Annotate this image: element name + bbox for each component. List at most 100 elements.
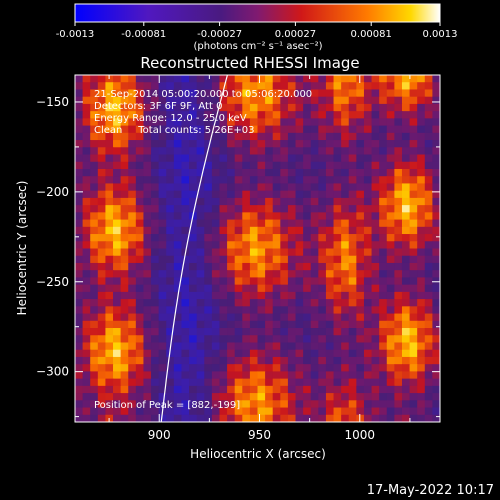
heatmap-cell: [257, 255, 266, 264]
heatmap-cell: [105, 255, 114, 264]
heatmap-cell: [219, 385, 228, 394]
heatmap-cell: [143, 212, 152, 221]
heatmap-cell: [280, 270, 289, 279]
heatmap-cell: [394, 262, 403, 271]
heatmap-cell: [166, 118, 175, 127]
heatmap-cell: [394, 255, 403, 264]
heatmap-cell: [204, 291, 213, 300]
heatmap-cell: [151, 291, 160, 300]
heatmap-cell: [363, 212, 373, 221]
colorbar-unit-label: (photons cm⁻² s⁻¹ asec⁻²): [193, 41, 322, 52]
heatmap-cell: [90, 385, 99, 394]
heatmap-cell: [166, 335, 175, 344]
heatmap-cell: [371, 277, 380, 286]
heatmap-cell: [173, 248, 183, 257]
heatmap-cell: [348, 103, 357, 112]
heatmap-cell: [394, 154, 403, 163]
heatmap-cell: [151, 378, 160, 387]
heatmap-cell: [204, 270, 213, 279]
heatmap-cell: [75, 226, 84, 235]
heatmap-cell: [173, 255, 183, 264]
heatmap-cell: [356, 299, 365, 307]
heatmap-cell: [424, 291, 433, 300]
heatmap-cell: [371, 393, 380, 401]
heatmap-cell: [341, 118, 350, 127]
heatmap-cell: [234, 393, 243, 401]
heatmap-cell: [265, 168, 274, 177]
heatmap-cell: [341, 111, 350, 119]
heatmap-cell: [158, 154, 167, 163]
heatmap-cell: [196, 320, 205, 329]
colorbar-tick-label: 0.0013: [423, 29, 458, 40]
heatmap-cell: [120, 111, 129, 119]
heatmap-cell: [348, 226, 357, 235]
heatmap-cell: [363, 197, 373, 206]
heatmap-cell: [204, 342, 213, 351]
heatmap-cell: [318, 219, 327, 228]
heatmap-cell: [424, 393, 433, 401]
heatmap-cell: [318, 82, 327, 91]
heatmap-cell: [189, 277, 198, 286]
heatmap-cell: [189, 255, 198, 264]
heatmap-cell: [128, 349, 137, 358]
heatmap-cell: [295, 241, 304, 250]
heatmap-cell: [371, 335, 380, 344]
heatmap-cell: [97, 262, 107, 271]
heatmap-cell: [151, 234, 160, 242]
heatmap-cell: [249, 118, 259, 127]
heatmap-cell: [409, 125, 418, 134]
heatmap-cell: [394, 378, 403, 387]
heatmap-cell: [303, 168, 312, 177]
heatmap-cell: [113, 328, 122, 336]
heatmap-cell: [417, 154, 426, 163]
heatmap-cell: [310, 161, 319, 170]
heatmap-cell: [424, 96, 433, 105]
heatmap-cell: [287, 328, 297, 336]
heatmap-cell: [143, 168, 152, 177]
heatmap-cell: [166, 270, 175, 279]
heatmap-cell: [173, 356, 183, 365]
heatmap-cell: [151, 183, 160, 192]
heatmap-cell: [204, 262, 213, 271]
heatmap-cell: [82, 176, 91, 185]
heatmap-cell: [196, 400, 205, 409]
heatmap-cell: [325, 75, 335, 83]
heatmap-cell: [310, 414, 319, 422]
heatmap-cell: [234, 306, 243, 315]
heatmap-cell: [196, 277, 205, 286]
heatmap-cell: [333, 335, 342, 344]
heatmap-cell: [379, 270, 388, 279]
heatmap-cell: [234, 212, 243, 221]
heatmap-cell: [166, 364, 175, 372]
heatmap-cell: [166, 306, 175, 315]
heatmap-cell: [280, 328, 289, 336]
annotation-detectors: Detectors: 3F 6F 9F, Att 0: [94, 101, 222, 112]
heatmap-cell: [82, 75, 91, 83]
heatmap-cell: [356, 140, 365, 148]
heatmap-cell: [424, 277, 433, 286]
heatmap-cell: [272, 291, 281, 300]
heatmap-cell: [242, 248, 251, 257]
heatmap-cell: [219, 82, 228, 91]
heatmap-cell: [75, 400, 84, 409]
heatmap-cell: [363, 400, 373, 409]
heatmap-cell: [303, 234, 312, 242]
heatmap-cell: [97, 154, 107, 163]
heatmap-cell: [287, 219, 297, 228]
heatmap-cell: [90, 82, 99, 91]
heatmap-cell: [341, 400, 350, 409]
heatmap-cell: [97, 313, 107, 322]
heatmap-cell: [120, 183, 129, 192]
heatmap-cell: [341, 313, 350, 322]
heatmap-cell: [135, 306, 145, 315]
heatmap-cell: [257, 393, 266, 401]
heatmap-cell: [363, 371, 373, 380]
heatmap-cell: [158, 125, 167, 134]
heatmap-cell: [287, 82, 297, 91]
heatmap-cell: [272, 342, 281, 351]
heatmap-cell: [204, 89, 213, 98]
heatmap-cell: [341, 255, 350, 264]
heatmap-cell: [97, 371, 107, 380]
footer-timestamp: 17-May-2022 10:17: [367, 483, 494, 498]
heatmap-cell: [325, 205, 335, 213]
